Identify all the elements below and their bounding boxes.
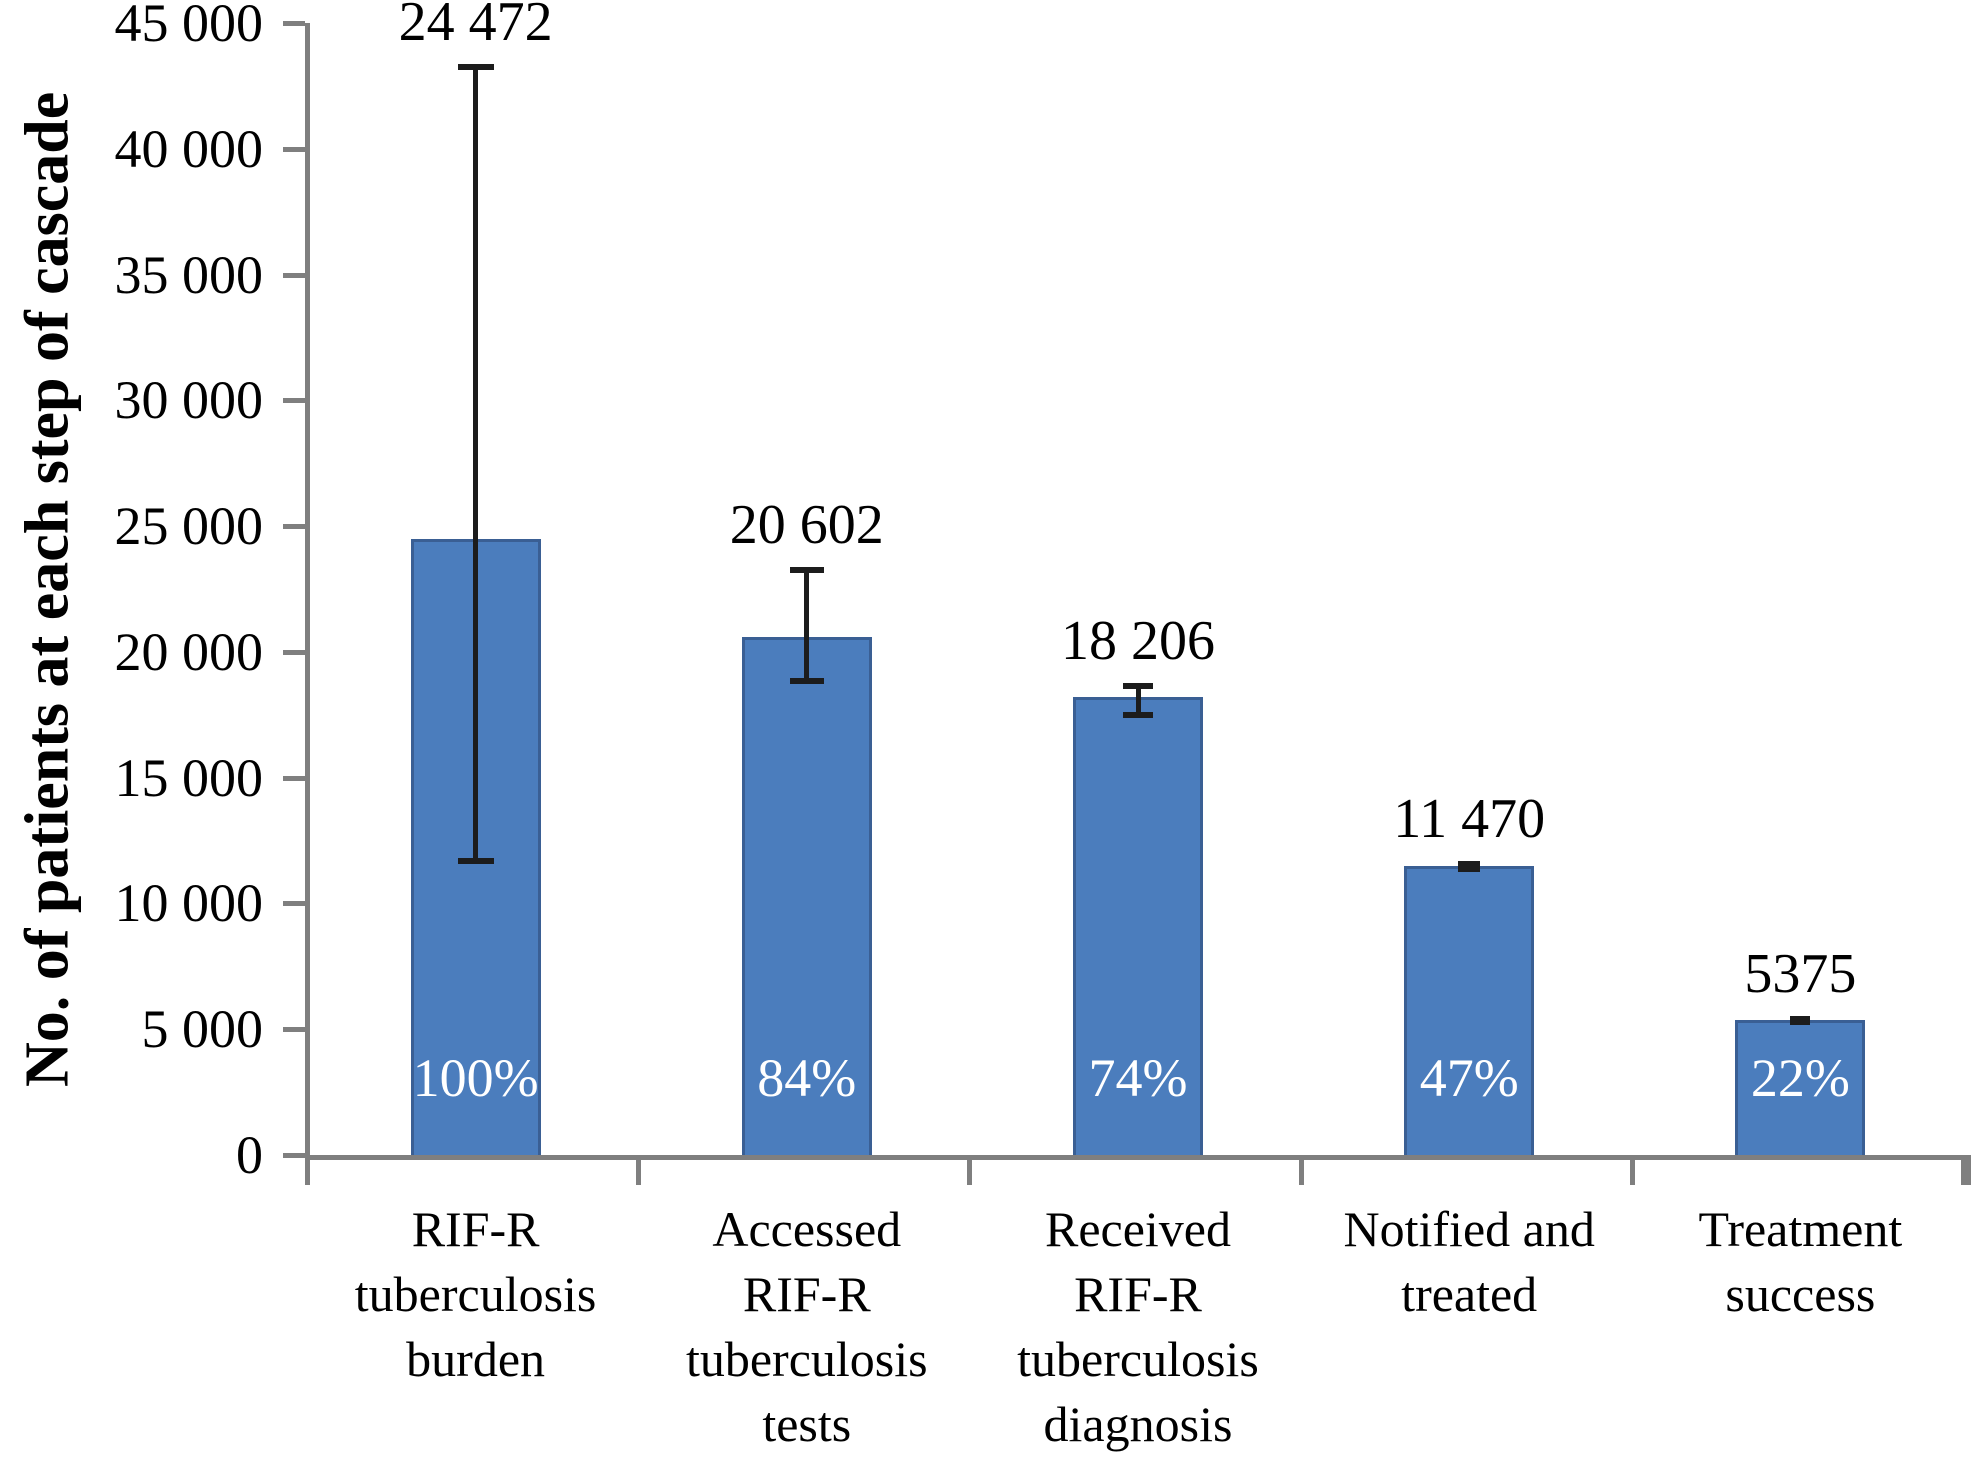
y-axis-line	[305, 23, 310, 1160]
percent-label: 100%	[412, 1048, 539, 1108]
x-axis-line	[305, 1155, 1971, 1160]
y-tick	[283, 901, 305, 907]
error-bar-cap-bottom	[1458, 866, 1481, 873]
percent-label: 84%	[757, 1048, 857, 1108]
error-bar	[473, 65, 479, 861]
x-tick	[305, 1160, 310, 1185]
y-tick	[283, 21, 305, 26]
y-axis-title: No. of patients at each step of cascade	[13, 91, 82, 1087]
error-bar-cap-bottom	[789, 677, 824, 684]
value-label: 5375	[1744, 942, 1857, 1005]
y-tick	[283, 398, 305, 404]
percent-label: 74%	[1088, 1048, 1188, 1108]
error-bar	[804, 568, 810, 681]
y-tick	[283, 272, 305, 278]
y-tick-label: 25 000	[114, 496, 264, 557]
error-bar-cap-top	[1123, 682, 1153, 689]
percent-label: 47%	[1419, 1048, 1519, 1108]
y-tick-label: 30 000	[114, 370, 264, 431]
x-tick	[1298, 1160, 1304, 1185]
bar	[1073, 697, 1203, 1155]
y-tick-label: 45 000	[114, 0, 264, 53]
y-tick	[283, 146, 305, 152]
y-tick	[283, 1027, 305, 1033]
value-label: 20 602	[729, 493, 884, 556]
error-bar	[1135, 684, 1141, 715]
x-tick	[967, 1160, 973, 1185]
value-label: 18 206	[1061, 609, 1215, 672]
category-label: Treatment success	[1698, 1201, 1903, 1322]
value-label: 11 470	[1393, 788, 1546, 851]
error-bar-cap-bottom	[1123, 711, 1153, 718]
y-tick-label: 20 000	[114, 621, 264, 682]
x-axis-end-tick	[1966, 1155, 1971, 1185]
y-tick-label: 35 000	[114, 244, 264, 305]
bar	[1404, 866, 1535, 1155]
value-label: 24 472	[398, 0, 553, 53]
x-tick	[1629, 1160, 1635, 1185]
y-tick-label: 10 000	[114, 873, 264, 934]
bar	[1735, 1019, 1866, 1155]
error-bar-cap-top	[789, 566, 824, 573]
bar	[741, 636, 872, 1155]
category-label: RIF-R tuberculosis burden	[354, 1201, 597, 1387]
y-tick-label: 0	[236, 1125, 263, 1185]
y-tick-label: 5 000	[141, 999, 264, 1060]
error-bar-cap-bottom	[1790, 1018, 1811, 1025]
error-bar-cap-top	[457, 63, 494, 70]
y-tick	[283, 775, 305, 781]
y-tick-label: 40 000	[114, 118, 264, 179]
category-label: Notified and treated	[1343, 1201, 1595, 1322]
error-bar-cap-top	[1458, 861, 1481, 868]
x-tick	[636, 1160, 642, 1185]
error-bar-cap-bottom	[457, 857, 494, 864]
y-tick-label: 15 000	[114, 747, 264, 808]
y-tick	[283, 649, 305, 655]
category-label: Accessed RIF-R tuberculosis tests	[685, 1201, 928, 1452]
percent-label: 22%	[1750, 1048, 1850, 1108]
y-tick	[283, 524, 305, 530]
category-label: Received RIF-R tuberculosis diagnosis	[1017, 1201, 1259, 1452]
x-tick	[1961, 1160, 1966, 1185]
y-tick	[283, 1153, 305, 1158]
